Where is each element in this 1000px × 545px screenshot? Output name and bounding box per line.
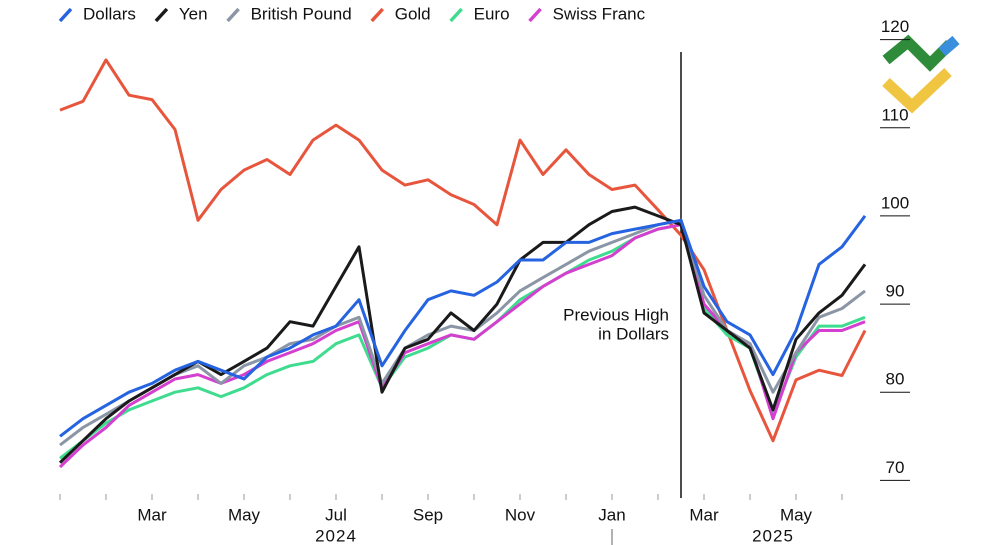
legend-swatch <box>449 7 463 23</box>
series-line <box>59 215 867 438</box>
legend-label: Yen <box>179 4 208 23</box>
x-tick-label: May <box>780 505 813 524</box>
legend-swatch <box>58 7 73 23</box>
x-tick-label: Nov <box>505 505 536 524</box>
logo-blue <box>938 35 960 57</box>
y-tick-label: 70 <box>886 458 905 477</box>
x-tick-label: Mar <box>137 505 167 524</box>
annotation: Previous High <box>563 305 669 324</box>
series-line <box>59 58 867 443</box>
legend-label: Dollars <box>83 4 136 23</box>
x-tick-label: May <box>228 505 261 524</box>
year-label: 2024 <box>315 526 357 545</box>
y-tick-label: 110 <box>881 105 908 124</box>
legend-label: British Pound <box>251 4 352 23</box>
x-tick-label: Sep <box>413 505 443 524</box>
x-tick-label: Jul <box>325 505 347 524</box>
x-tick-label: Mar <box>689 505 719 524</box>
logo-green <box>882 34 954 72</box>
year-label: 2025 <box>752 526 794 545</box>
legend-swatch <box>226 7 240 23</box>
legend-swatch <box>528 7 542 23</box>
y-tick-label: 80 <box>886 370 905 389</box>
annotation: in Dollars <box>598 324 669 343</box>
y-tick-label: 120 <box>881 17 909 36</box>
legend-swatch <box>154 7 169 23</box>
logo <box>882 34 960 114</box>
legend-swatch <box>370 7 385 23</box>
x-tick-label: Jan <box>598 505 625 524</box>
logo-yellow <box>882 68 952 114</box>
series-line <box>58 205 867 464</box>
legend-label: Gold <box>395 4 431 23</box>
legend-label: Euro <box>474 4 510 23</box>
y-tick-label: 100 <box>881 193 909 212</box>
y-tick-label: 90 <box>886 282 905 301</box>
legend-label: Swiss Franc <box>553 4 646 23</box>
